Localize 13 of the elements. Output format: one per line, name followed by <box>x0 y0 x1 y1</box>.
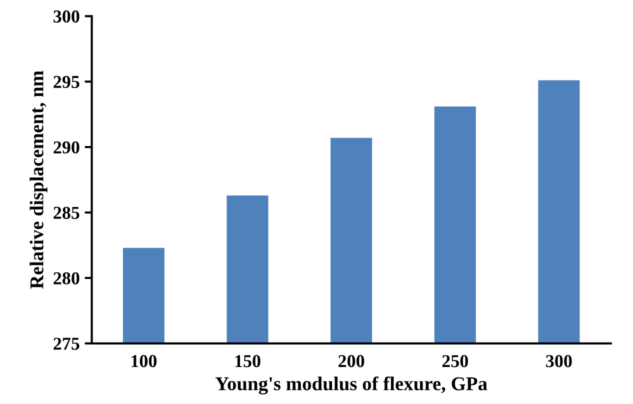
x-axis-title: Young's modulus of flexure, GPa <box>215 376 488 394</box>
y-axis-title: Relative displacement, nm <box>30 70 48 289</box>
y-tick-label: 275 <box>54 338 80 350</box>
x-tick-label: 200 <box>338 355 364 368</box>
x-tick-label: 250 <box>442 355 468 368</box>
y-tick-label: 295 <box>54 76 80 88</box>
x-tick-label: 100 <box>132 355 157 368</box>
y-tick-label: 285 <box>54 206 80 219</box>
x-tick-label: 300 <box>546 355 572 368</box>
y-tick-label: 300 <box>54 10 80 23</box>
y-tick-label: 280 <box>54 272 80 284</box>
x-tick-label: 150 <box>235 355 260 368</box>
y-tick-label: 290 <box>54 141 80 154</box>
